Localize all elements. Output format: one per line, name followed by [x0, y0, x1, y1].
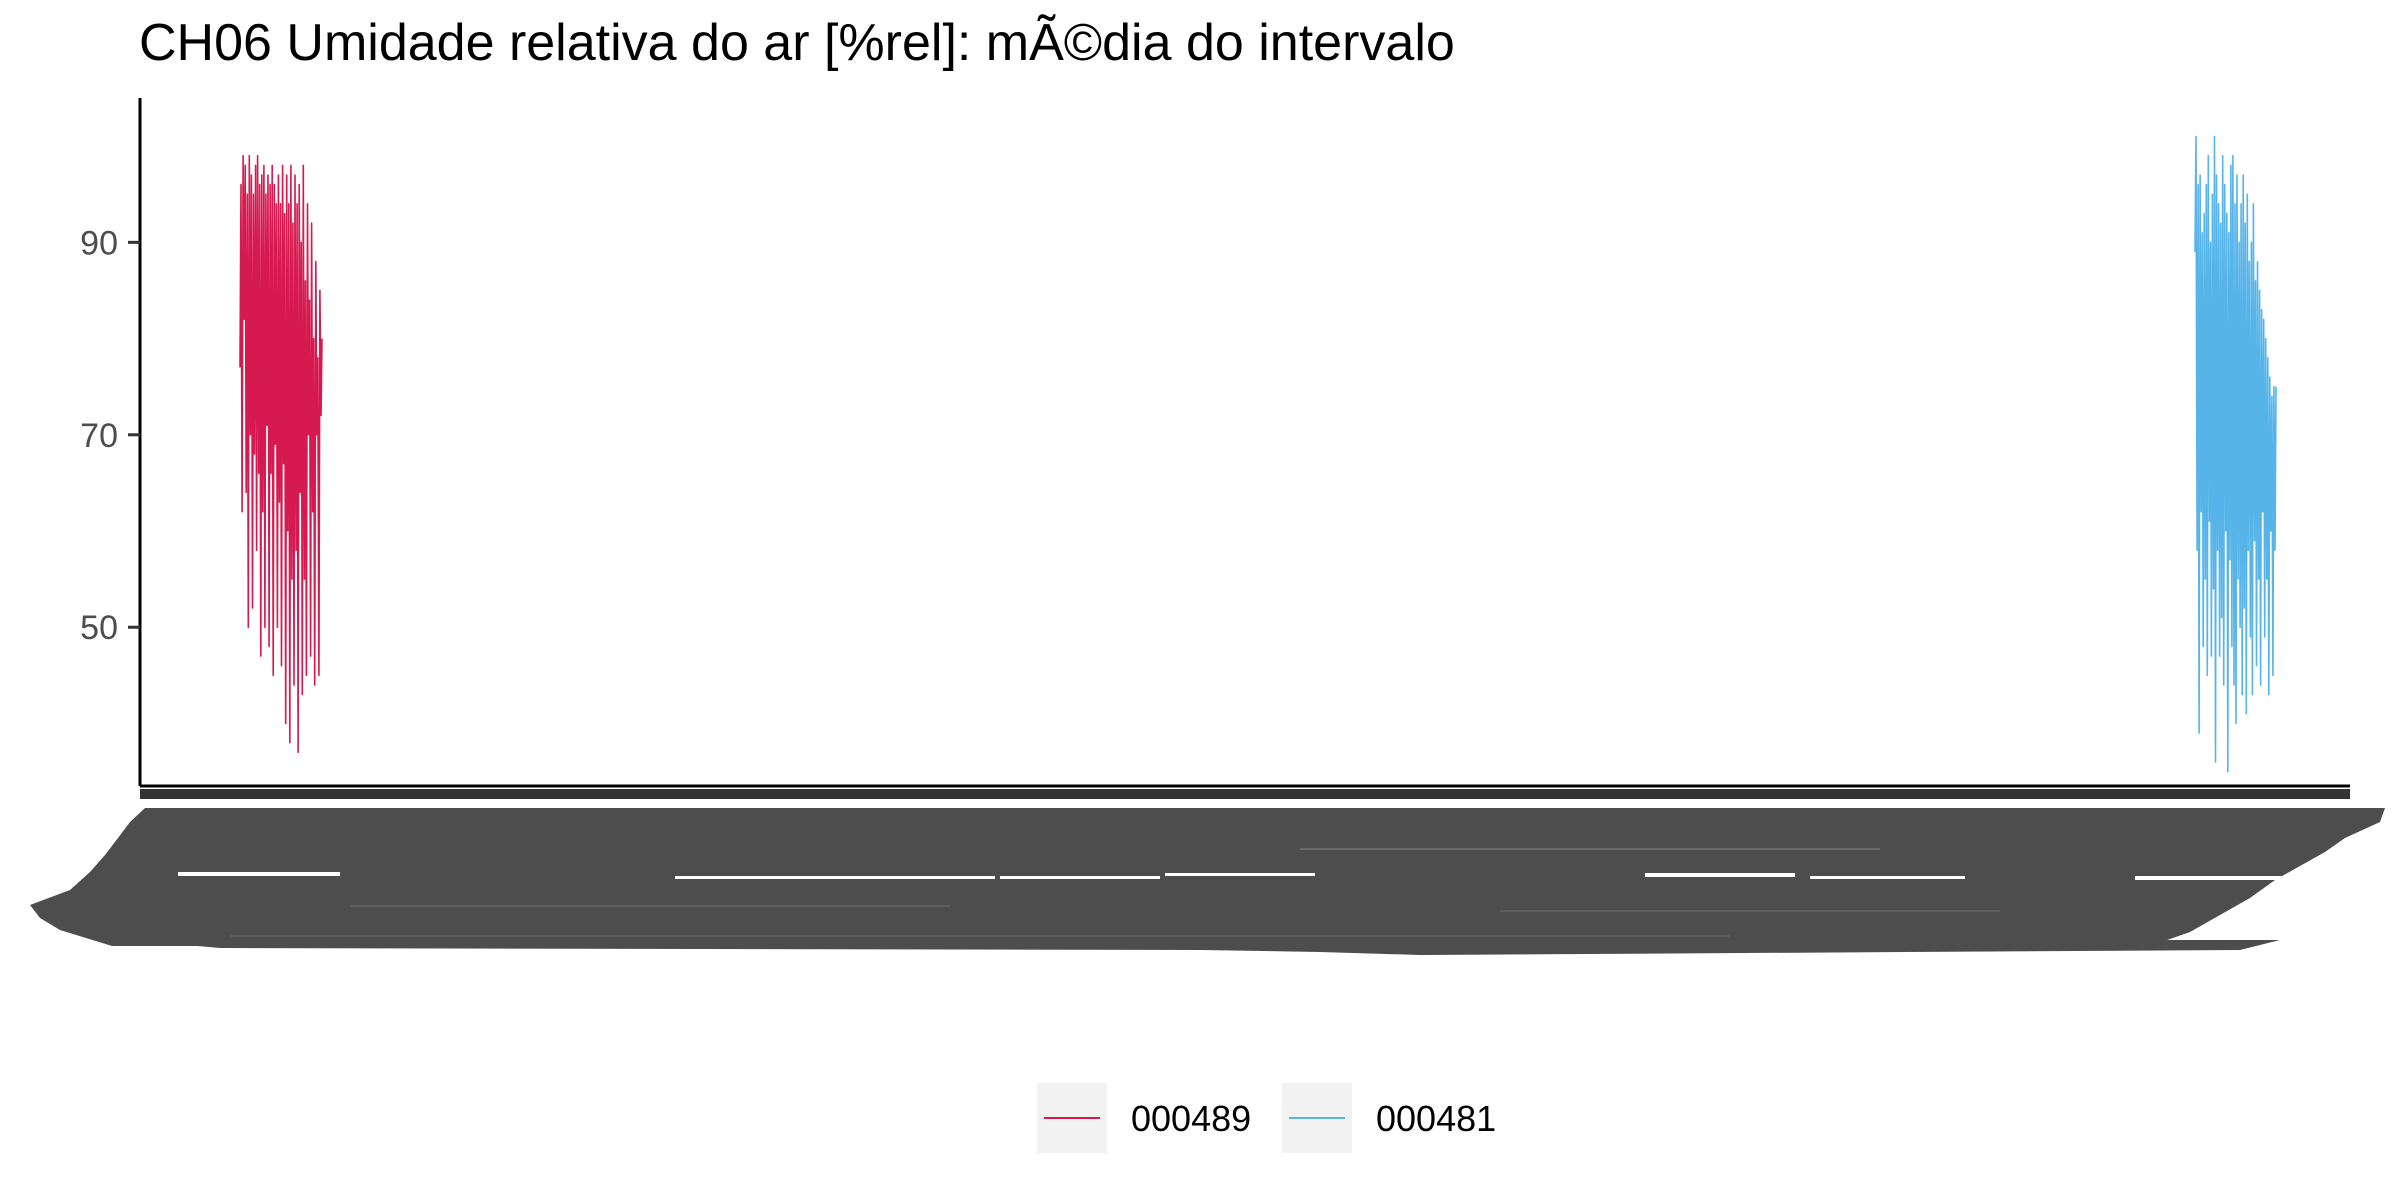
y-tick-label: 70 — [80, 417, 118, 455]
legend-label-000489: 000489 — [1131, 1098, 1251, 1139]
legend: 000489 000481 — [1037, 1083, 1496, 1153]
chart-title: CH06 Umidade relativa do ar [%rel]: mÃ©d… — [139, 14, 1455, 72]
plot-area — [239, 135, 2277, 773]
x-axis-tick-labels-overplotted — [30, 789, 2385, 955]
series-line-000481 — [2194, 135, 2277, 773]
series-line-000489 — [239, 154, 323, 754]
y-axis-ticks: 50 70 90 — [80, 224, 140, 647]
legend-label-000481: 000481 — [1376, 1098, 1496, 1139]
y-tick-label: 90 — [80, 224, 118, 262]
y-tick-label: 50 — [80, 609, 118, 647]
